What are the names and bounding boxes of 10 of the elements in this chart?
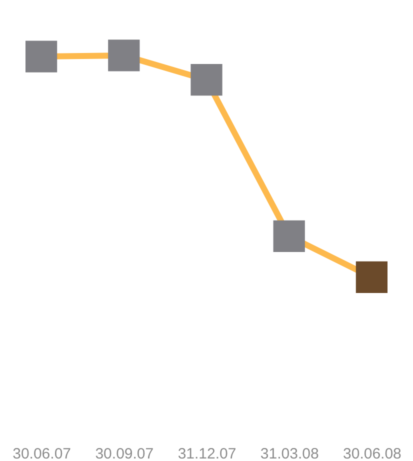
x-tick-label: 30.09.07 (95, 446, 154, 461)
x-tick-label: 30.06.07 (12, 446, 71, 461)
point (273, 220, 305, 252)
point (25, 40, 58, 72)
x-tick-label: 31.12.07 (178, 446, 236, 461)
point (356, 261, 388, 294)
x-tick-label: 31.03.08 (260, 446, 319, 461)
point (190, 64, 222, 96)
x-tick-label: 30.06.08 (343, 446, 402, 461)
point (108, 40, 140, 72)
